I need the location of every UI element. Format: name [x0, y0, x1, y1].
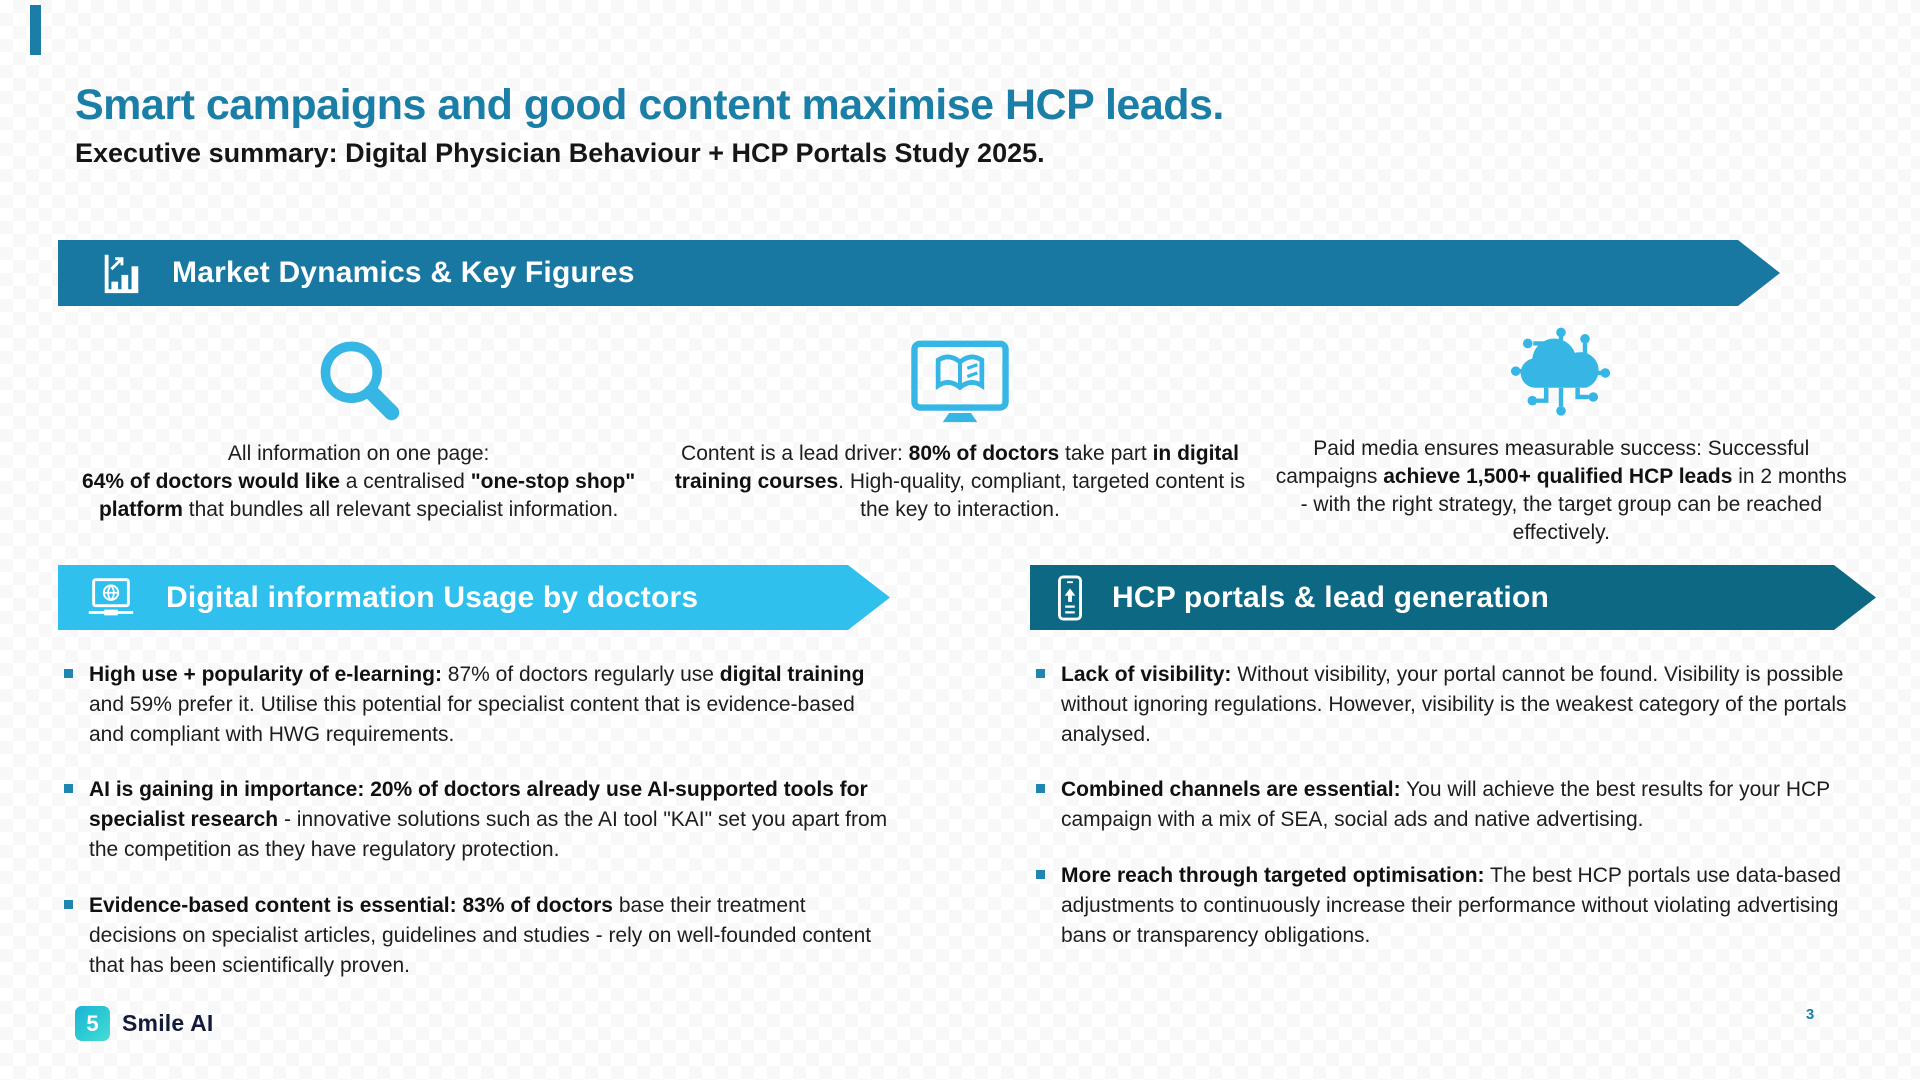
key-figure-item-paid-media: Paid media ensures measurable success: S… — [1261, 322, 1862, 547]
bullet-text: Evidence-based content is essential: 83%… — [89, 893, 872, 977]
smartphone-icon — [1056, 575, 1084, 621]
bullet-text: AI is gaining in importance: 20% of doct… — [89, 778, 888, 862]
digital-usage-bullet-list: High use + popularity of e-learning: 87%… — [58, 660, 890, 980]
bullet-item: Lack of visibility: Without visibility, … — [1036, 660, 1876, 749]
bullet-marker — [64, 669, 73, 678]
bullet-item: Evidence-based content is essential: 83%… — [64, 891, 890, 980]
page-subtitle: Executive summary: Digital Physician Beh… — [75, 138, 1045, 169]
bullet-marker — [1036, 669, 1045, 678]
bullet-item: AI is gaining in importance: 20% of doct… — [64, 775, 890, 864]
key-figure-text: All information on one page: 64% of docto… — [82, 442, 636, 521]
monitor-book-icon — [909, 322, 1011, 426]
key-figure-item-one-stop-shop: All information on one page: 64% of docto… — [58, 322, 659, 547]
key-figures-row: All information on one page: 64% of docto… — [58, 322, 1862, 547]
bar-chart-icon — [98, 250, 144, 296]
bullet-marker — [1036, 784, 1045, 794]
corner-accent-bar — [30, 5, 41, 55]
page-title: Smart campaigns and good content maximis… — [75, 80, 1224, 129]
bullet-text: Lack of visibility: Without visibility, … — [1061, 663, 1847, 746]
bullet-marker — [64, 784, 73, 794]
section-hcp-portals: HCP portals & lead generation Lack of vi… — [1030, 565, 1876, 977]
bullet-item: High use + popularity of e-learning: 87%… — [64, 660, 890, 749]
section-banner-label: Market Dynamics & Key Figures — [172, 256, 635, 289]
smile-ai-logo: 5 — [75, 1006, 110, 1041]
bullet-item: More reach through targeted optimisation… — [1036, 861, 1876, 950]
key-figure-text: Content is a lead driver: 80% of doctors… — [674, 442, 1246, 521]
laptop-icon — [84, 576, 138, 620]
section-digital-usage: Digital information Usage by doctors Hig… — [58, 565, 890, 1006]
bullet-text: More reach through targeted optimisation… — [1061, 864, 1841, 947]
bullet-text: Combined channels are essential: You wil… — [1061, 778, 1830, 832]
section-banner-label: Digital information Usage by doctors — [166, 580, 699, 614]
bullet-text: High use + popularity of e-learning: 87%… — [89, 663, 865, 746]
brand-name: Smile AI — [122, 1010, 214, 1036]
cloud-network-icon — [1509, 322, 1613, 421]
key-figure-text: Paid media ensures measurable success: S… — [1275, 437, 1847, 545]
page-number: 3 — [1805, 1006, 1815, 1023]
bullet-marker — [64, 899, 73, 909]
section-banner-label: HCP portals & lead generation — [1112, 580, 1550, 614]
key-figure-item-content-lead-driver: Content is a lead driver: 80% of doctors… — [659, 322, 1260, 547]
section-banner-digital-usage: Digital information Usage by doctors — [58, 565, 890, 630]
hcp-portals-bullet-list: Lack of visibility: Without visibility, … — [1030, 660, 1876, 951]
footer: 5 Smile AI — [75, 1006, 214, 1041]
section-banner-hcp-portals: HCP portals & lead generation — [1030, 565, 1876, 630]
bullet-marker — [1036, 870, 1045, 880]
section-banner-market-dynamics: Market Dynamics & Key Figures — [58, 240, 1780, 306]
bullet-item: Combined channels are essential: You wil… — [1036, 775, 1876, 835]
magnifier-icon — [313, 322, 405, 426]
